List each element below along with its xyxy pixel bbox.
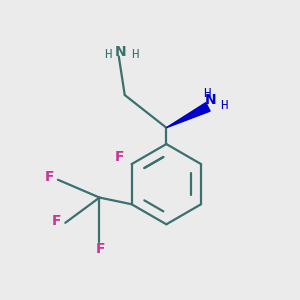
Text: F: F [115, 150, 124, 164]
Text: F: F [52, 214, 62, 228]
Text: F: F [96, 242, 106, 256]
Polygon shape [166, 103, 210, 128]
Text: N: N [115, 45, 126, 59]
Text: H: H [203, 87, 210, 100]
Text: H: H [104, 48, 111, 62]
Text: N: N [205, 93, 216, 107]
Text: F: F [45, 170, 54, 184]
Text: H: H [220, 99, 228, 112]
Text: H: H [131, 48, 139, 62]
